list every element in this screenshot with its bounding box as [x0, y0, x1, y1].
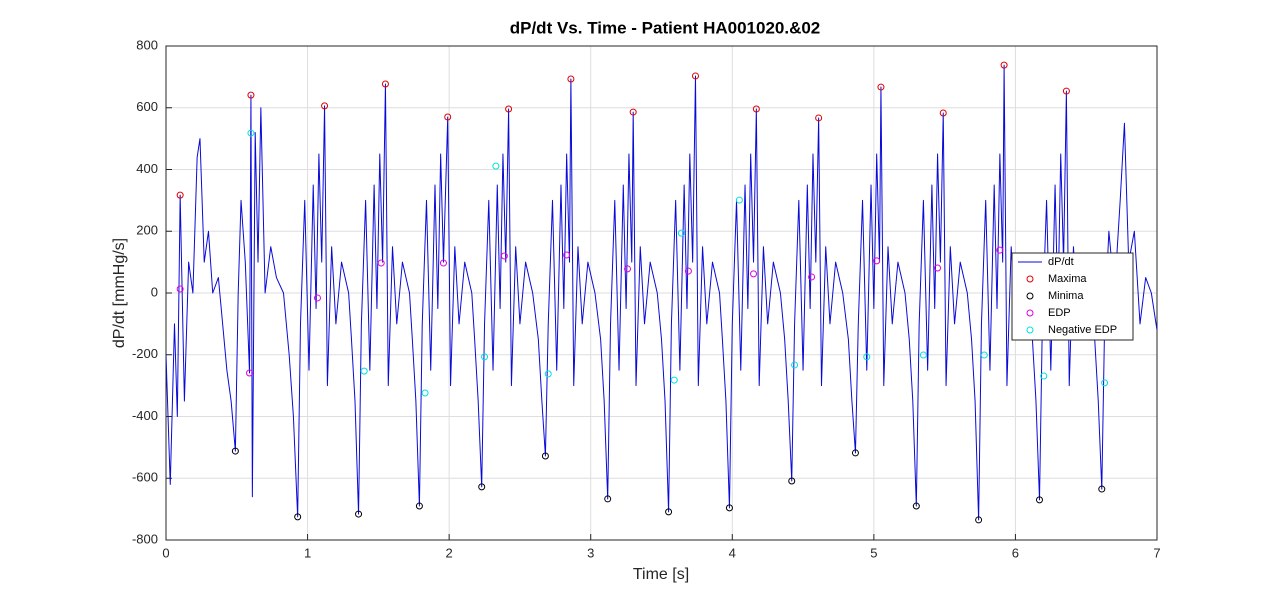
marker	[752, 105, 760, 113]
marker	[355, 510, 363, 518]
y-tick-label: 800	[136, 37, 158, 52]
y-tick-label: 400	[136, 161, 158, 176]
marker	[670, 376, 678, 384]
plot-area	[166, 61, 1157, 524]
x-tick-label: 4	[729, 545, 736, 560]
marker	[381, 80, 389, 88]
marker	[750, 270, 758, 278]
marker	[478, 483, 486, 491]
legend-marker	[1026, 275, 1034, 283]
marker	[439, 259, 447, 267]
marker	[176, 191, 184, 199]
legend-label: Negative EDP	[1048, 324, 1117, 336]
marker	[629, 108, 637, 116]
marker	[980, 351, 988, 359]
y-tick-label: 600	[136, 99, 158, 114]
marker	[544, 370, 552, 378]
legend-label: dP/dt	[1048, 256, 1074, 268]
marker	[863, 353, 871, 361]
legend-label: EDP	[1048, 307, 1071, 319]
legend-marker	[1026, 309, 1034, 317]
legend-marker	[1026, 326, 1034, 334]
y-tick-label: -600	[132, 470, 158, 485]
marker	[377, 259, 385, 267]
marker	[1035, 496, 1043, 504]
marker	[500, 252, 508, 260]
chart-title: dP/dt Vs. Time - Patient HA001020.&02	[510, 18, 821, 37]
legend-label: Minima	[1048, 290, 1084, 302]
marker	[684, 267, 692, 275]
marker	[677, 229, 685, 237]
marker	[691, 72, 699, 80]
marker	[877, 83, 885, 91]
data-line	[166, 64, 1157, 521]
marker	[505, 105, 513, 113]
x-tick-label: 1	[304, 545, 311, 560]
marker	[919, 351, 927, 359]
marker	[176, 285, 184, 293]
y-tick-label: 0	[151, 284, 158, 299]
marker	[1098, 485, 1106, 493]
marker	[735, 196, 743, 204]
y-tick-label: -200	[132, 346, 158, 361]
marker	[492, 162, 500, 170]
legend-box	[1011, 252, 1134, 341]
marker	[725, 504, 733, 512]
marker	[1062, 87, 1070, 95]
marker	[247, 129, 255, 137]
marker	[1101, 379, 1109, 387]
marker	[851, 449, 859, 457]
x-tick-label: 3	[587, 545, 594, 560]
x-axis-label: Time [s]	[633, 566, 689, 583]
marker	[246, 369, 254, 377]
marker	[231, 447, 239, 455]
x-tick-label: 0	[162, 545, 169, 560]
marker	[624, 265, 632, 273]
marker	[1000, 61, 1008, 69]
marker	[975, 516, 983, 524]
marker	[415, 502, 423, 510]
marker	[604, 495, 612, 503]
legend-label: Maxima	[1048, 273, 1087, 285]
marker	[481, 353, 489, 361]
marker	[808, 273, 816, 281]
marker	[912, 502, 920, 510]
marker	[321, 102, 329, 110]
marker	[567, 75, 575, 83]
marker	[996, 246, 1004, 254]
marker	[873, 257, 881, 265]
x-tick-label: 7	[1153, 545, 1160, 560]
y-tick-label: 200	[136, 223, 158, 238]
plot-frame	[165, 45, 1158, 541]
x-tick-label: 2	[446, 545, 453, 560]
marker	[294, 513, 302, 521]
y-axis-label: dP/dt [mmHg/s]	[111, 238, 128, 348]
marker	[665, 508, 673, 516]
marker	[421, 389, 429, 397]
marker	[815, 114, 823, 122]
marker	[247, 91, 255, 99]
marker	[444, 113, 452, 121]
marker	[541, 452, 549, 460]
marker	[939, 109, 947, 117]
y-tick-label: -400	[132, 408, 158, 423]
marker	[934, 264, 942, 272]
marker	[313, 294, 321, 302]
marker	[788, 477, 796, 485]
x-tick-label: 6	[1012, 545, 1019, 560]
marker	[791, 361, 799, 369]
marker	[1040, 372, 1048, 380]
x-tick-label: 5	[870, 545, 877, 560]
y-tick-label: -800	[132, 531, 158, 546]
legend-marker	[1026, 292, 1034, 300]
marker	[360, 367, 368, 375]
marker	[563, 251, 571, 259]
